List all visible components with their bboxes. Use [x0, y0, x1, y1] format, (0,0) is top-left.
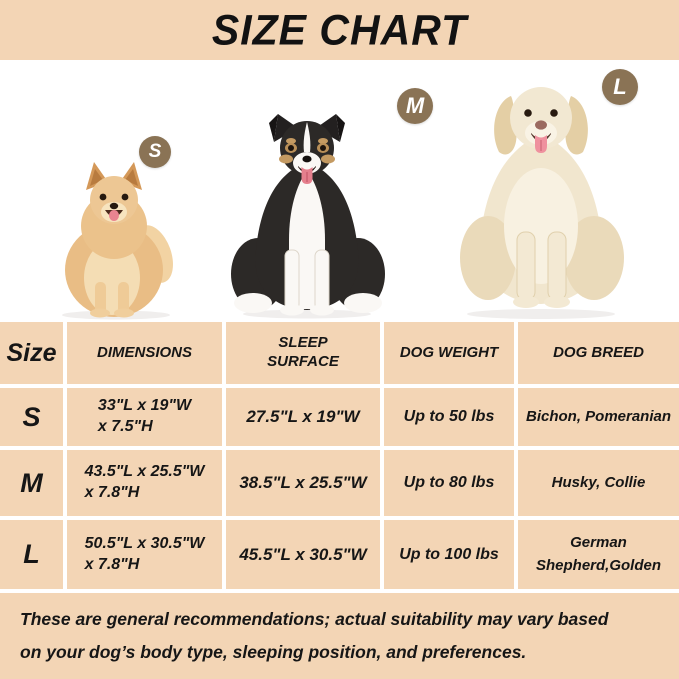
- column-header-dog-weight: DOG WEIGHT: [384, 322, 514, 384]
- row-l-dog-breed-label: German Shepherd,Golden: [535, 534, 661, 574]
- size-badge-small-label: S: [148, 141, 162, 162]
- row-s-size: S: [0, 388, 63, 446]
- border-collie-illustration: [231, 114, 385, 319]
- banner: SIZE CHART: [0, 0, 679, 60]
- footnote-line1: These are general recommendations; actua…: [20, 608, 609, 629]
- row-m-size: M: [0, 450, 63, 516]
- row-l-dimensions-line2: x 7.8"H: [84, 555, 140, 573]
- row-m-dog-breed-label: Husky, Collie: [551, 473, 646, 491]
- footnote-text: These are general recommendations; actua…: [0, 603, 608, 670]
- row-m-dog-breed: Husky, Collie: [518, 450, 679, 516]
- border-collie-image: [222, 110, 392, 320]
- row-s-dog-weight: Up to 50 lbs: [384, 388, 514, 446]
- golden-retriever-image: [443, 74, 640, 320]
- row-m-dimensions-line1: 43.5"L x 25.5"W: [84, 463, 205, 481]
- page-title: SIZE CHART: [211, 5, 468, 54]
- row-l-dog-weight: Up to 100 lbs: [384, 520, 514, 589]
- row-m-dimensions-line2: x 7.8"H: [84, 484, 140, 501]
- footnote-banner: These are general recommendations; actua…: [0, 593, 679, 679]
- row-m-sleep-surface: 38.5"L x 25.5"W: [226, 450, 380, 516]
- dog-size-comparison: S M L: [0, 60, 679, 322]
- size-badge-medium: M: [397, 88, 433, 124]
- footnote-line2: on your dog’s body type, sleeping positi…: [20, 642, 527, 662]
- column-header-size: Size: [0, 322, 63, 384]
- row-s-dog-breed: Bichon, Pomeranian: [518, 388, 679, 446]
- row-s-dimensions: 33"L x 19"W x 7.5"H: [67, 388, 222, 446]
- pomeranian-image: [48, 152, 184, 320]
- row-l-dimensions: 50.5"L x 30.5"W x 7.8"H: [67, 520, 222, 589]
- size-badge-medium-label: M: [405, 93, 425, 118]
- row-l-dog-breed: German Shepherd,Golden: [518, 520, 679, 589]
- row-s-dog-breed-label: Bichon, Pomeranian: [525, 407, 672, 425]
- row-l-dimensions-line1: 50.5"L x 30.5"W: [84, 534, 205, 552]
- row-s-sleep-surface: 27.5"L x 19"W: [226, 388, 380, 446]
- row-m-dog-weight: Up to 80 lbs: [384, 450, 514, 516]
- row-s-dimensions-line2: x 7.5"H: [97, 418, 153, 435]
- column-header-dog-breed: DOG BREED: [518, 322, 679, 384]
- pomeranian-illustration: [62, 162, 173, 320]
- size-badge-large-label: L: [613, 74, 627, 99]
- row-m-dimensions: 43.5"L x 25.5"W x 7.8"H: [67, 450, 222, 516]
- size-badge-large: L: [602, 69, 638, 105]
- column-header-sleep-surface: SLEEP SURFACE: [226, 322, 380, 384]
- size-chart-table: Size DIMENSIONS SLEEP SURFACE DOG WEIGHT…: [0, 322, 679, 593]
- row-l-sleep-surface: 45.5"L x 30.5"W: [226, 520, 380, 589]
- row-l-size: L: [0, 520, 63, 589]
- column-header-sleep-surface-label: SLEEP SURFACE: [267, 334, 339, 370]
- golden-retriever-illustration: [460, 87, 624, 319]
- row-s-dimensions-line1: 33"L x 19"W: [97, 397, 192, 415]
- column-header-dimensions: DIMENSIONS: [67, 322, 222, 384]
- size-badge-small: S: [139, 136, 171, 168]
